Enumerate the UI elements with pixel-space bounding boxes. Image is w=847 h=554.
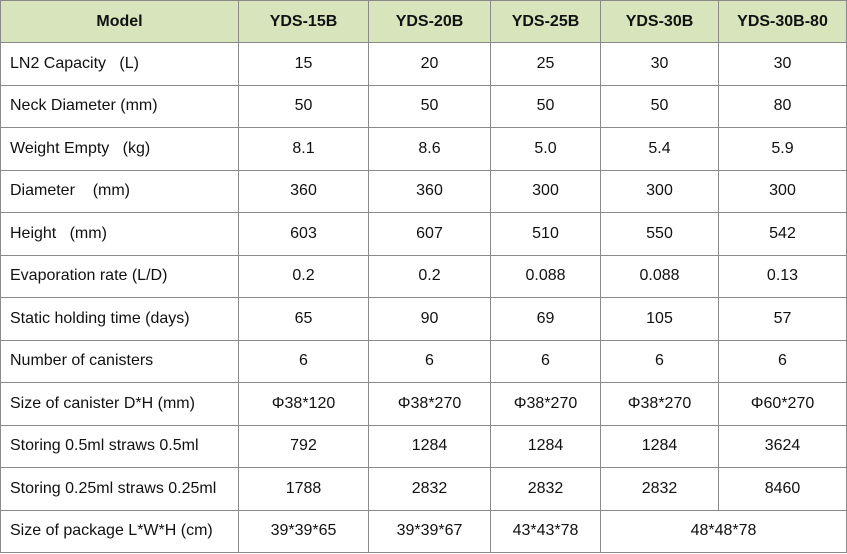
table-row: Weight Empty (kg) 8.1 8.6 5.0 5.4 5.9 [0, 127, 847, 171]
row-label: Number of canisters [0, 339, 239, 383]
cell: 550 [600, 212, 719, 256]
row-label: Static holding time (days) [0, 297, 239, 341]
cell: 1788 [238, 467, 369, 511]
cell: Φ38*120 [238, 382, 369, 426]
row-label: Storing 0.25ml straws 0.25ml [0, 467, 239, 511]
cell: 1284 [368, 424, 491, 468]
cell: 1284 [600, 424, 719, 468]
cell: 0.2 [368, 254, 491, 298]
cell: 542 [718, 212, 847, 256]
header-cell: YDS-20B [368, 0, 491, 43]
cell: 300 [600, 169, 719, 213]
row-label: Size of package L*W*H (cm) [0, 509, 239, 553]
cell: Φ38*270 [490, 382, 601, 426]
cell: 360 [368, 169, 491, 213]
cell: 105 [600, 297, 719, 341]
cell: 300 [718, 169, 847, 213]
cell: Φ38*270 [600, 382, 719, 426]
cell: 50 [600, 84, 719, 128]
header-row: Model YDS-15B YDS-20B YDS-25B YDS-30B YDS-30B… [0, 0, 847, 43]
cell: 50 [238, 84, 369, 128]
cell: 20 [368, 42, 491, 86]
cell: 57 [718, 297, 847, 341]
cell: 8.1 [238, 127, 369, 171]
cell: 48*48*78 [600, 509, 847, 553]
row-label: Diameter (mm) [0, 169, 239, 213]
header-cell: YDS-30B [600, 0, 719, 43]
table-row: Number of canisters 6 6 6 6 6 [0, 339, 847, 383]
cell: 25 [490, 42, 601, 86]
cell: 360 [238, 169, 369, 213]
header-cell: YDS-15B [238, 0, 369, 43]
table-row: Size of package L*W*H (cm) 39*39*65 39*39*… [0, 509, 847, 553]
cell: 0.13 [718, 254, 847, 298]
cell: 607 [368, 212, 491, 256]
cell: 510 [490, 212, 601, 256]
cell: 39*39*65 [238, 509, 369, 553]
header-cell: YDS-25B [490, 0, 601, 43]
cell: 0.088 [490, 254, 601, 298]
row-label: LN2 Capacity (L) [0, 42, 239, 86]
header-cell: YDS-30B-80 [718, 0, 847, 43]
cell: 6 [238, 339, 369, 383]
cell: 0.088 [600, 254, 719, 298]
row-label: Evaporation rate (L/D) [0, 254, 239, 298]
cell: Φ60*270 [718, 382, 847, 426]
cell: 50 [368, 84, 491, 128]
cell: 6 [718, 339, 847, 383]
cell: 300 [490, 169, 601, 213]
cell: 90 [368, 297, 491, 341]
cell: 80 [718, 84, 847, 128]
cell: 50 [490, 84, 601, 128]
cell: 792 [238, 424, 369, 468]
cell: Φ38*270 [368, 382, 491, 426]
cell: 2832 [490, 467, 601, 511]
row-label: Height (mm) [0, 212, 239, 256]
cell: 5.0 [490, 127, 601, 171]
table-row: Neck Diameter (mm) 50 50 50 50 80 [0, 84, 847, 128]
cell: 2832 [600, 467, 719, 511]
cell: 5.9 [718, 127, 847, 171]
cell: 39*39*67 [368, 509, 491, 553]
cell: 8.6 [368, 127, 491, 171]
cell: 69 [490, 297, 601, 341]
cell: 65 [238, 297, 369, 341]
cell: 5.4 [600, 127, 719, 171]
table-row: Static holding time (days) 65 90 69 105 57 [0, 297, 847, 341]
cell: 6 [600, 339, 719, 383]
cell: 8460 [718, 467, 847, 511]
cell: 1284 [490, 424, 601, 468]
cell: 603 [238, 212, 369, 256]
table-row: Storing 0.25ml straws 0.25ml 1788 2832 2832… [0, 467, 847, 511]
cell: 2832 [368, 467, 491, 511]
table-row: Size of canister D*H (mm) Φ38*120 Φ38*270 Φ… [0, 382, 847, 426]
header-cell: Model [0, 0, 239, 43]
table-row: Evaporation rate (L/D) 0.2 0.2 0.088 0.088 0.… [0, 254, 847, 298]
row-label: Neck Diameter (mm) [0, 84, 239, 128]
table-row: LN2 Capacity (L) 15 20 25 30 30 [0, 42, 847, 86]
row-label: Weight Empty (kg) [0, 127, 239, 171]
cell: 6 [368, 339, 491, 383]
row-label: Size of canister D*H (mm) [0, 382, 239, 426]
cell: 6 [490, 339, 601, 383]
cell: 43*43*78 [490, 509, 601, 553]
table-row: Diameter (mm) 360 360 300 300 300 [0, 169, 847, 213]
table-body: LN2 Capacity (L) 15 20 25 30 30 Neck Diameter … [0, 42, 847, 553]
table-header: Model YDS-15B YDS-20B YDS-25B YDS-30B YDS-30B… [0, 0, 847, 43]
table-row: Height (mm) 603 607 510 550 542 [0, 212, 847, 256]
cell: 0.2 [238, 254, 369, 298]
cell: 3624 [718, 424, 847, 468]
cell: 15 [238, 42, 369, 86]
cell: 30 [600, 42, 719, 86]
cell: 30 [718, 42, 847, 86]
table-row: Storing 0.5ml straws 0.5ml 792 1284 1284 128… [0, 424, 847, 468]
row-label: Storing 0.5ml straws 0.5ml [0, 424, 239, 468]
